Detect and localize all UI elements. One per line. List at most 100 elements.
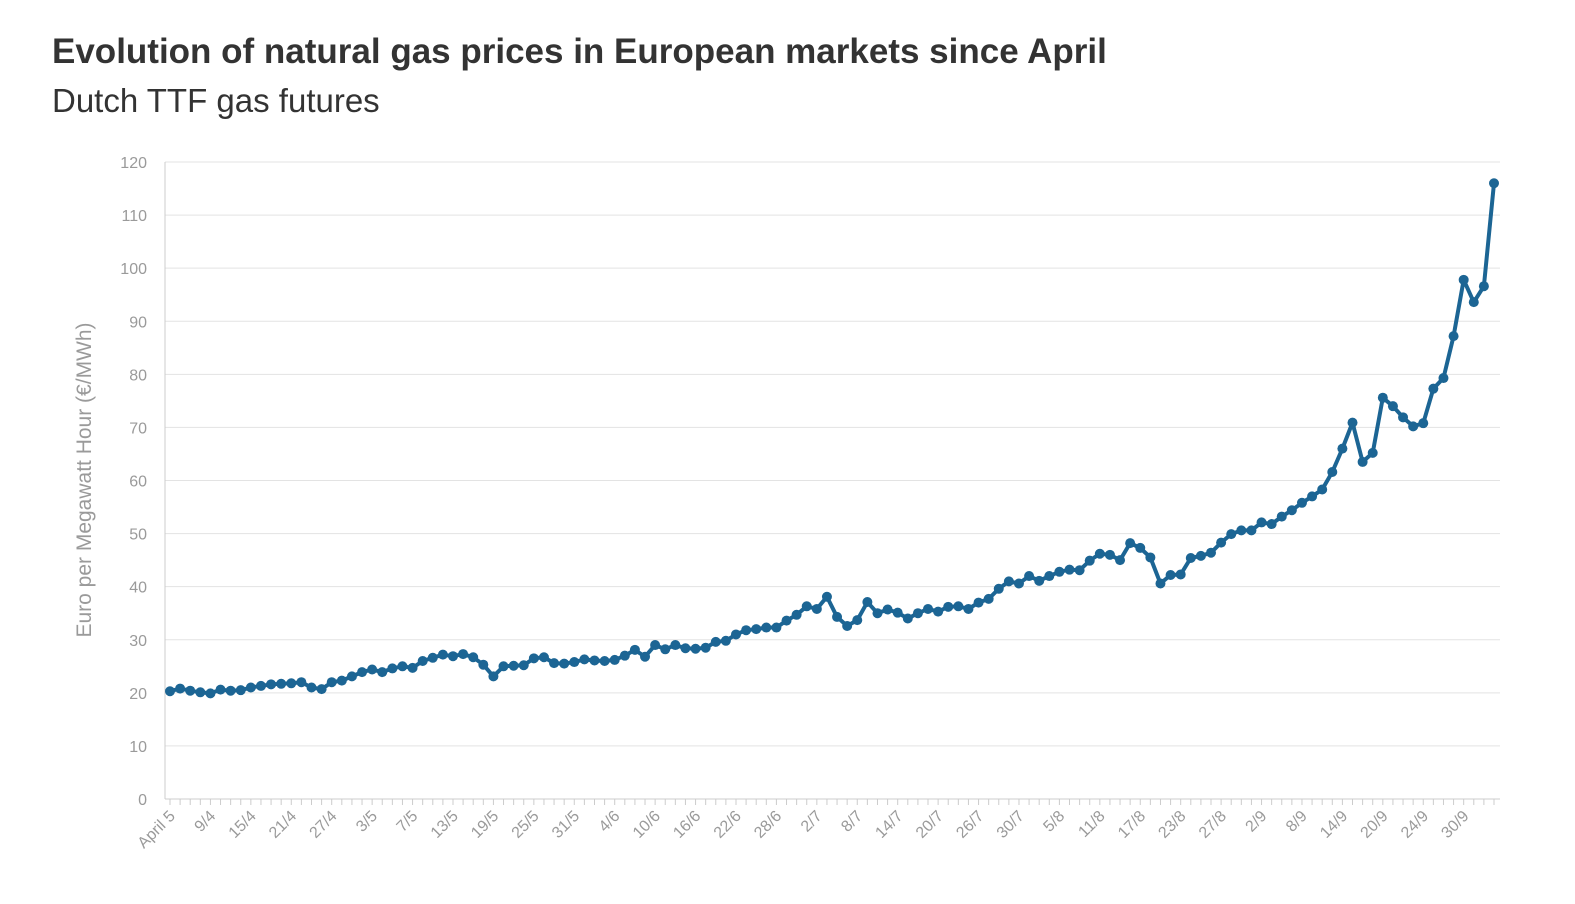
x-tick-label: 2/7 xyxy=(798,808,826,836)
data-point xyxy=(1266,519,1277,530)
data-point xyxy=(427,652,438,663)
data-point xyxy=(821,591,832,602)
y-axis-ticks: 0 10 20 30 40 50 60 70 80 90 100 110 120 xyxy=(120,155,147,809)
data-point xyxy=(215,684,226,695)
data-point xyxy=(720,635,731,646)
data-point xyxy=(1489,178,1499,189)
data-point xyxy=(458,649,469,660)
data-point xyxy=(943,601,954,612)
data-point xyxy=(1357,456,1368,467)
y-tick-label: 110 xyxy=(121,208,147,225)
data-point xyxy=(276,678,287,689)
data-point xyxy=(811,603,822,614)
data-point xyxy=(751,624,762,635)
data-point xyxy=(1135,542,1146,553)
data-point xyxy=(437,649,448,660)
x-tick-label: 7/5 xyxy=(394,808,422,836)
data-point xyxy=(599,655,610,666)
x-tick-label: 10/6 xyxy=(630,808,664,842)
data-point xyxy=(417,655,428,666)
data-point xyxy=(1286,505,1297,516)
data-point xyxy=(1337,443,1348,454)
x-tick-label: 28/6 xyxy=(751,808,785,842)
data-point xyxy=(1236,525,1247,536)
gridlines xyxy=(164,161,1500,800)
chart-subtitle: Dutch TTF gas futures xyxy=(52,82,380,119)
x-tick-label: 25/5 xyxy=(509,808,543,842)
data-point xyxy=(518,660,529,671)
data-point xyxy=(1307,491,1318,502)
data-point xyxy=(801,601,812,612)
data-point xyxy=(1013,578,1024,589)
data-point xyxy=(619,650,630,661)
data-point xyxy=(1216,537,1227,548)
data-point xyxy=(1125,538,1136,549)
x-tick-label: 3/5 xyxy=(353,808,381,836)
data-point xyxy=(478,659,489,670)
data-point xyxy=(832,611,843,622)
data-point xyxy=(852,615,863,626)
x-tick-label: 2/9 xyxy=(1243,808,1271,836)
data-point xyxy=(377,667,388,678)
data-point xyxy=(468,652,479,663)
data-point xyxy=(1074,565,1085,576)
data-point xyxy=(1387,401,1398,412)
data-point xyxy=(1418,418,1429,429)
data-point xyxy=(225,685,236,696)
data-point xyxy=(255,680,266,691)
data-point xyxy=(973,597,984,608)
data-point xyxy=(1024,571,1035,582)
data-point xyxy=(1428,383,1439,394)
x-tick-label: 27/4 xyxy=(306,808,340,842)
data-point xyxy=(933,606,944,617)
data-point xyxy=(1044,571,1055,582)
data-point xyxy=(326,677,337,688)
data-point xyxy=(1246,525,1257,536)
data-point xyxy=(387,663,398,674)
data-point xyxy=(1448,331,1459,342)
data-point xyxy=(741,625,752,636)
data-point xyxy=(1317,484,1328,495)
x-axis-ticks: April 5 9/4 15/4 21/4 27/4 3/5 7/5 13/5 19/5 25/5… xyxy=(135,799,1495,852)
data-point xyxy=(508,660,519,671)
y-tick-label: 20 xyxy=(129,686,147,703)
series-line xyxy=(169,183,1496,696)
x-tick-label: 21/4 xyxy=(266,808,300,842)
data-point xyxy=(1408,421,1419,432)
data-point xyxy=(923,603,934,614)
data-point xyxy=(690,643,701,654)
data-point xyxy=(407,662,418,673)
data-point xyxy=(1398,412,1409,423)
x-tick-label: 4/6 xyxy=(596,808,624,836)
data-point xyxy=(205,688,216,699)
data-point xyxy=(609,654,620,665)
data-point xyxy=(781,615,792,626)
x-tick-label: 31/5 xyxy=(549,808,583,842)
data-point xyxy=(488,671,499,682)
y-tick-label: 70 xyxy=(129,420,147,437)
data-point xyxy=(579,654,590,665)
x-tick-label: 23/8 xyxy=(1155,808,1189,842)
x-tick-label: April 5 xyxy=(135,808,179,852)
data-point xyxy=(953,601,964,612)
x-tick-label: 20/7 xyxy=(913,808,947,842)
y-tick-label: 120 xyxy=(120,155,147,172)
data-point xyxy=(296,677,307,688)
x-tick-label: 5/8 xyxy=(1040,808,1068,836)
data-point xyxy=(761,622,772,633)
data-point xyxy=(316,684,327,695)
data-point xyxy=(559,658,570,669)
data-point xyxy=(245,682,256,693)
data-point xyxy=(357,667,368,678)
data-point xyxy=(1276,511,1287,522)
data-point xyxy=(1195,550,1206,561)
y-tick-label: 0 xyxy=(138,792,147,809)
data-point xyxy=(1206,547,1217,558)
x-tick-label: 11/8 xyxy=(1075,808,1108,841)
data-point xyxy=(1155,578,1166,589)
x-tick-label: 30/9 xyxy=(1438,808,1472,842)
x-tick-label: 15/4 xyxy=(226,808,260,842)
data-point xyxy=(1175,569,1186,580)
y-axis-label: Euro per Megawatt Hour (€/MWh) xyxy=(73,322,96,637)
data-point xyxy=(771,622,782,633)
